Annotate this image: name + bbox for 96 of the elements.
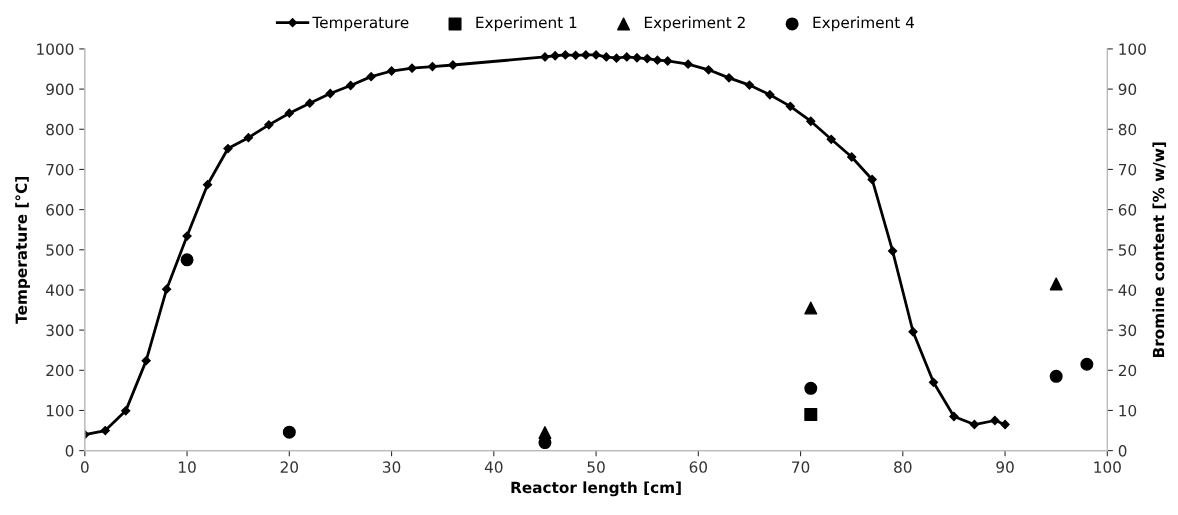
y-tick-label: 100: [46, 404, 74, 417]
y2-tick-label: 80: [1118, 123, 1137, 136]
y-tick-label: 300: [46, 324, 74, 337]
x-tick-label: 60: [689, 461, 708, 473]
point: [243, 133, 254, 143]
point: [908, 327, 918, 337]
point: [284, 108, 294, 118]
point: [622, 52, 632, 62]
point: [928, 377, 939, 387]
point: [305, 98, 315, 108]
point: [867, 174, 877, 185]
point: [1080, 357, 1094, 371]
point: [826, 134, 836, 144]
point: [121, 406, 131, 416]
y-tick-label: 800: [46, 123, 74, 136]
point: [887, 246, 898, 256]
point: [366, 72, 376, 82]
legend-label: Temperature: [312, 16, 409, 32]
point: [804, 407, 818, 421]
y2-tick-label: 60: [1118, 204, 1137, 216]
x-tick-label: 10: [179, 461, 196, 473]
point: [346, 80, 356, 91]
point: [141, 356, 151, 366]
x-tick-label: 40: [484, 461, 503, 473]
y2-tick-label: 50: [1118, 244, 1137, 256]
x-tick-label: 90: [996, 461, 1014, 473]
x-axis-title: Reactor length [cm]: [511, 481, 681, 497]
point: [652, 55, 663, 65]
point: [223, 143, 233, 154]
y-tick-label: 1000: [37, 43, 74, 55]
point: [560, 50, 571, 60]
legend-label: Experiment 2: [644, 16, 745, 32]
point: [161, 284, 172, 294]
point: [581, 50, 591, 60]
point: [804, 381, 818, 395]
y2-tick-label: 30: [1118, 324, 1137, 337]
point: [744, 80, 755, 90]
x-tick-label: 0: [80, 461, 89, 473]
y-tick-label: 500: [46, 244, 74, 256]
point: [540, 52, 550, 62]
y2-tick-label: 0: [1118, 445, 1127, 457]
point: [448, 60, 458, 70]
legend-label: Experiment 1: [476, 16, 577, 32]
point: [550, 51, 560, 61]
point: [282, 425, 296, 439]
legend-label: Experiment 4: [813, 16, 914, 32]
x-tick-label: 80: [894, 461, 912, 473]
point: [847, 152, 857, 162]
y2-tick-label: 70: [1118, 163, 1137, 176]
point: [182, 231, 192, 241]
y2-tick-label: 10: [1119, 404, 1137, 417]
point: [785, 101, 795, 111]
point: [703, 65, 714, 75]
point: [990, 415, 1000, 426]
y2-tick-label: 40: [1118, 284, 1137, 296]
point: [1049, 277, 1063, 291]
x-tick-label: 20: [280, 461, 299, 473]
x-tick-label: 100: [1094, 461, 1121, 473]
point: [407, 63, 417, 73]
x-tick-label: 50: [587, 461, 605, 473]
y2-axis-title: Bromine content [% w/w]: [1152, 142, 1167, 358]
point: [1000, 419, 1010, 430]
point: [683, 59, 693, 69]
point: [765, 90, 775, 100]
y-tick-label: 900: [46, 83, 74, 96]
point: [642, 53, 652, 64]
x-tick-label: 30: [383, 461, 401, 473]
point: [632, 53, 642, 63]
point: [427, 61, 438, 72]
y-tick-label: 400: [45, 284, 74, 296]
point: [570, 50, 581, 60]
point: [969, 419, 980, 430]
y2-tick-label: 90: [1118, 83, 1137, 96]
point: [601, 52, 611, 62]
point: [591, 50, 601, 60]
point: [724, 73, 734, 83]
y-axis-title: Temperature [°C]: [15, 177, 30, 324]
point: [1049, 369, 1063, 383]
point: [264, 120, 274, 130]
point: [100, 425, 110, 436]
point: [949, 411, 959, 422]
y-tick-label: 700: [46, 163, 74, 176]
point: [806, 116, 816, 126]
y-tick-label: 600: [46, 204, 74, 216]
point: [386, 66, 397, 76]
point: [202, 180, 213, 190]
y2-tick-label: 100: [1119, 43, 1146, 55]
y-tick-label: 200: [46, 364, 74, 377]
point: [804, 301, 818, 315]
x-tick-label: 70: [792, 461, 810, 473]
point: [180, 253, 194, 267]
point: [611, 53, 622, 63]
y2-tick-label: 20: [1118, 364, 1137, 377]
point: [325, 88, 335, 99]
point: [663, 56, 673, 66]
y-tick-label: 0: [65, 445, 74, 457]
